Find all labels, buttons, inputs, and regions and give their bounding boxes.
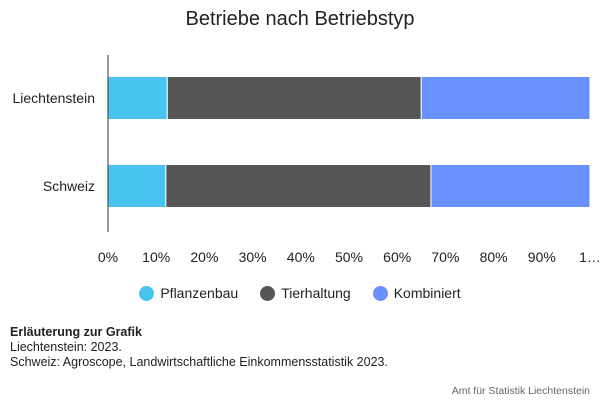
notes-line: Schweiz: Agroscope, Landwirtschaftliche … [10,355,388,369]
bar-segment [430,164,591,208]
category-label: Schweiz [43,178,95,194]
x-tick-label: 40% [287,249,315,265]
x-tick-label: 10% [142,249,170,265]
legend-label-tierhaltung: Tierhaltung [281,285,351,301]
chart-notes: Erläuterung zur Grafik Liechtenstein: 20… [10,325,388,370]
legend-swatch-kombiniert [372,285,388,301]
legend-item-pflanzenbau[interactable]: Pflanzenbau [139,285,238,301]
x-tick-label: 20% [190,249,218,265]
bar-segment [107,164,167,208]
stacked-bar-chart: Liechtenstein Schweiz 0% 10% 20% 30% 40% 50% 60%… [12,55,600,265]
legend-item-kombiniert[interactable]: Kombiniert [372,285,461,301]
x-tick-label: 60% [383,249,411,265]
legend-label-pflanzenbau: Pflanzenbau [160,285,239,301]
legend-item-tierhaltung[interactable]: Tierhaltung [260,285,351,301]
bar-segment [420,76,591,120]
legend-swatch-tierhaltung [260,285,276,301]
category-label: Liechtenstein [12,90,95,106]
x-tick-label: 0% [98,249,118,265]
source-credit: Amt für Statistik Liechtenstein [451,385,590,397]
x-tick-label: 80% [480,249,508,265]
x-tick-label: 30% [239,249,267,265]
x-tick-label: 1… [579,249,600,265]
notes-line: Liechtenstein: 2023. [10,340,122,354]
legend-swatch-pflanzenbau [139,285,155,301]
notes-title: Erläuterung zur Grafik [10,325,142,339]
bar-segment [107,76,168,120]
legend-label-kombiniert: Kombiniert [393,285,461,301]
x-tick-label: 70% [431,249,459,265]
x-tick-label: 50% [335,249,363,265]
chart-title: Betriebe nach Betriebstyp [185,8,415,30]
chart-legend: Pflanzenbau Tierhaltung Kombiniert [0,285,600,301]
bar-segment [165,164,432,208]
x-tick-label: 90% [528,249,556,265]
bar-segment [166,76,422,120]
